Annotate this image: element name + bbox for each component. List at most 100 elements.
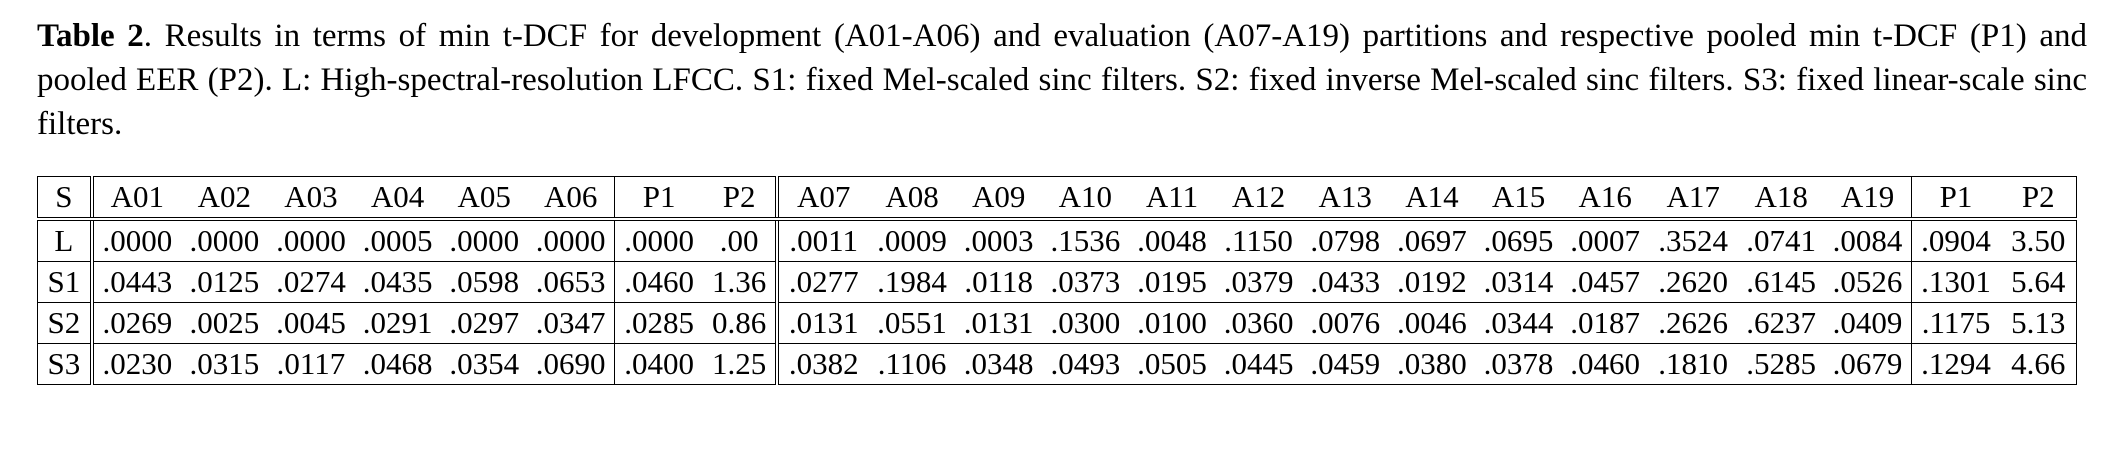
row-label: S1: [36, 261, 92, 303]
table-cell: .0360: [1215, 302, 1302, 344]
table-cell: .0653: [527, 261, 615, 303]
header-cell: A09: [955, 176, 1042, 221]
table-header-row: S A01 A02 A03 A04 A05 A06 P1 P2 A07 A08 …: [36, 176, 2078, 221]
table-cell: .0048: [1128, 219, 1216, 262]
table-cell: .0003: [955, 219, 1042, 262]
table-cell: .0076: [1301, 302, 1389, 344]
table-cell: .0000: [613, 219, 704, 262]
header-cell: A11: [1128, 176, 1216, 221]
table-row: L .0000 .0000 .0000 .0005 .0000 .0000 .0…: [36, 219, 2078, 262]
table-cell: .0435: [354, 261, 441, 303]
table-cell: .0192: [1388, 261, 1476, 303]
table-cell: .0382: [774, 343, 869, 385]
header-cell: S: [36, 176, 92, 221]
header-cell: A16: [1561, 176, 1649, 221]
table-cell: .0379: [1215, 261, 1302, 303]
table-cell: .0493: [1042, 343, 1129, 385]
table-cell: .1294: [1910, 343, 2001, 385]
table-cell: .0460: [613, 261, 704, 303]
header-cell: A17: [1648, 176, 1738, 221]
table-cell: .3524: [1648, 219, 1738, 262]
header-cell: A19: [1824, 176, 1912, 221]
table-cell: .0084: [1824, 219, 1912, 262]
table-caption: Table 2. Results in terms of min t-DCF f…: [37, 14, 2087, 146]
header-cell: A01: [89, 176, 181, 221]
table-cell: .0380: [1388, 343, 1476, 385]
table-cell: .0314: [1475, 261, 1562, 303]
table-cell: .0598: [440, 261, 528, 303]
table-cell: .0000: [267, 219, 355, 262]
table-cell: .0000: [440, 219, 528, 262]
table-cell: .0697: [1388, 219, 1476, 262]
table-cell: .1106: [868, 343, 956, 385]
table-cell: .6237: [1737, 302, 1825, 344]
table-cell: 1.25: [703, 343, 777, 385]
table-cell: .0000: [89, 219, 181, 262]
caption-text: . Results in terms of min t-DCF for deve…: [37, 18, 2087, 142]
table-cell: .0125: [181, 261, 268, 303]
table-cell: .0460: [1561, 343, 1649, 385]
header-cell: A13: [1301, 176, 1389, 221]
table-cell: .0100: [1128, 302, 1216, 344]
table-cell: .0131: [955, 302, 1042, 344]
table-cell: .0274: [267, 261, 355, 303]
table-cell: .0400: [613, 343, 704, 385]
table-cell: .0131: [774, 302, 869, 344]
table-cell: .2626: [1648, 302, 1738, 344]
table-cell: .2620: [1648, 261, 1738, 303]
header-cell: A03: [267, 176, 355, 221]
table-cell: .0291: [354, 302, 441, 344]
table-row: S2 .0269 .0025 .0045 .0291 .0297 .0347 .…: [36, 302, 2078, 344]
caption-label: Table 2: [37, 18, 144, 54]
table-cell: .0045: [267, 302, 355, 344]
table-cell: .0695: [1475, 219, 1562, 262]
table-cell: .0285: [613, 302, 704, 344]
table-cell: .0443: [89, 261, 181, 303]
table-row: S1 .0443 .0125 .0274 .0435 .0598 .0653 .…: [36, 261, 2078, 303]
table-cell: .0009: [868, 219, 956, 262]
header-cell: A08: [868, 176, 956, 221]
table-cell: .00: [703, 219, 777, 262]
table-cell: .0505: [1128, 343, 1216, 385]
table-cell: .1984: [868, 261, 956, 303]
table-cell: .0347: [527, 302, 615, 344]
table-cell: .1150: [1215, 219, 1302, 262]
table-cell: .1536: [1042, 219, 1129, 262]
results-table: S A01 A02 A03 A04 A05 A06 P1 P2 A07 A08 …: [36, 176, 2078, 385]
table-cell: .0000: [181, 219, 268, 262]
table-cell: .0315: [181, 343, 268, 385]
table-cell: .0378: [1475, 343, 1562, 385]
header-cell: P1: [1910, 176, 2001, 221]
table-cell: .0005: [354, 219, 441, 262]
table-cell: .0277: [774, 261, 869, 303]
table-cell: .0409: [1824, 302, 1912, 344]
table-cell-best: .1810: [1648, 343, 1738, 385]
table-cell: .0046: [1388, 302, 1476, 344]
table-cell: .0230: [89, 343, 181, 385]
row-label: S2: [36, 302, 92, 344]
header-cell: A14: [1388, 176, 1476, 221]
table-cell-best: .0904: [1910, 219, 2001, 262]
table-cell: .1301: [1910, 261, 2001, 303]
table-cell: .0269: [89, 302, 181, 344]
header-cell: P2: [2000, 176, 2078, 221]
table-cell: .0354: [440, 343, 528, 385]
table-cell: .1175: [1910, 302, 2001, 344]
header-cell: A15: [1475, 176, 1562, 221]
table-cell: .0348: [955, 343, 1042, 385]
table-cell: .0741: [1737, 219, 1825, 262]
header-cell: A04: [354, 176, 441, 221]
table-cell: .0690: [527, 343, 615, 385]
header-cell: A06: [527, 176, 615, 221]
table-row: S3 .0230 .0315 .0117 .0468 .0354 .0690 .…: [36, 343, 2078, 385]
table-cell: .0459: [1301, 343, 1389, 385]
header-cell: A18: [1737, 176, 1825, 221]
table-cell: .0468: [354, 343, 441, 385]
table-cell: .0025: [181, 302, 268, 344]
table-cell: .0117: [267, 343, 355, 385]
table-cell: .0000: [527, 219, 615, 262]
table-cell: .0195: [1128, 261, 1216, 303]
table-cell: 0.86: [703, 302, 777, 344]
table-cell: .0344: [1475, 302, 1562, 344]
